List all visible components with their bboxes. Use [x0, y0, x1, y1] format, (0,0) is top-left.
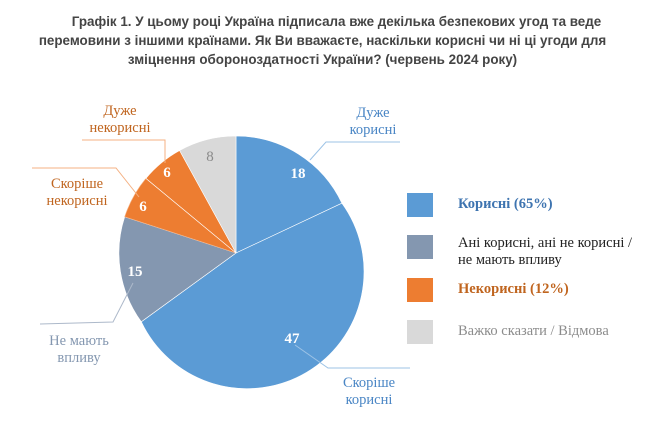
legend-item-neutral: Ані корисні, ані не корисні / не мають в… — [407, 235, 638, 269]
legend-item-useless: Некорисні (12%) — [407, 278, 638, 302]
chart-title: Графік 1. У цьому році Україна підписала… — [20, 12, 625, 69]
slice-no-effect — [118, 216, 237, 323]
leader-very-useful — [309, 141, 400, 161]
value-rather-useful: 47 — [285, 331, 301, 347]
legend-label-hard-to-say: Важко сказати / Відмова — [458, 323, 609, 339]
value-rather-useless: 6 — [139, 199, 147, 215]
value-hard-to-say: 8 — [206, 149, 214, 165]
callout-rather-useful-1: Скоріше — [343, 375, 395, 391]
legend-item-useful: Корисні (65%) — [407, 193, 638, 217]
legend-label-neutral: Ані корисні, ані не корисні / не мають в… — [458, 235, 633, 268]
leader-no-effect — [39, 282, 134, 325]
title-line-1: Графік 1. У цьому році Україна підписала… — [71, 14, 602, 29]
value-very-useful: 18 — [291, 166, 306, 182]
slice-hard-to-say — [179, 135, 237, 254]
callout-no-effect-2: впливу — [57, 350, 101, 366]
callout-very-useless-2: некорисні — [90, 120, 151, 136]
legend-swatch-neutral — [407, 235, 433, 259]
value-very-useless: 6 — [163, 165, 171, 181]
leader-rather-useless — [32, 167, 140, 198]
callout-very-useful-1: Дуже — [356, 105, 389, 121]
legend-swatch-hard-to-say — [407, 320, 433, 344]
leader-rather-useful — [294, 344, 410, 369]
title-line-2: перемовини з іншими країнами. Як Ви вваж… — [38, 33, 607, 48]
callout-no-effect-1: Не мають — [49, 333, 109, 349]
legend-label-useless: Некорисні (12%) — [458, 281, 569, 297]
legend-swatch-useful — [407, 193, 433, 217]
legend-label-useful: Корисні (65%) — [458, 196, 553, 212]
title-line-3: зміцнення обороноздатності України? (чер… — [127, 52, 518, 67]
callout-rather-useful-2: корисні — [346, 392, 393, 408]
leader-very-useless — [82, 139, 166, 163]
value-no-effect: 15 — [128, 264, 143, 280]
callout-very-useful-2: корисні — [350, 122, 397, 138]
legend-swatch-useless — [407, 278, 433, 302]
callout-rather-useless-1: Скоріше — [51, 176, 103, 192]
slice-very-useful — [235, 135, 343, 254]
callout-rather-useless-2: некорисні — [47, 193, 108, 209]
callout-very-useless-1: Дуже — [103, 103, 136, 119]
slice-rather-useful — [140, 202, 365, 389]
legend-item-hard-to-say: Важко сказати / Відмова — [407, 320, 638, 344]
